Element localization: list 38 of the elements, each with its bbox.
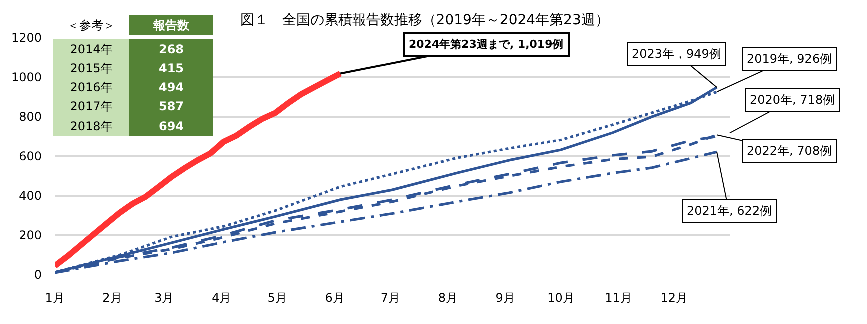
y-tick-label: 1200 bbox=[11, 31, 42, 46]
annotation: 2023年，949例 bbox=[632, 47, 722, 61]
y-tick-label: 1000 bbox=[11, 70, 42, 85]
x-tick-label: 1月 bbox=[45, 291, 65, 305]
y-tick-label: 0 bbox=[34, 268, 42, 282]
x-tick-label: 6月 bbox=[325, 291, 345, 305]
annotation: 2022年, 708例 bbox=[747, 144, 832, 158]
annotation: 2017年 bbox=[70, 100, 113, 114]
x-tick-label: 3月 bbox=[154, 291, 174, 305]
annotation: 694 bbox=[158, 120, 184, 134]
annotation: 2014年 bbox=[70, 42, 113, 56]
y-tick-label: 800 bbox=[19, 110, 42, 124]
y-tick-label: 400 bbox=[19, 189, 42, 204]
text: 報告数 bbox=[154, 18, 190, 32]
annotation: 2016年 bbox=[70, 80, 113, 94]
x-tick-label: 2月 bbox=[102, 291, 122, 305]
x-tick-label: 7月 bbox=[380, 291, 400, 305]
annotation: 268 bbox=[158, 42, 184, 56]
x-tick-label: 11月 bbox=[605, 291, 632, 305]
x-tick-label: 4月 bbox=[212, 291, 232, 305]
annotation: 2015年 bbox=[70, 62, 113, 76]
annotation: 2024年第23週まで, 1,019例 bbox=[409, 38, 564, 51]
annotation: 415 bbox=[158, 62, 184, 76]
y-tick-label: 600 bbox=[19, 150, 42, 164]
x-tick-label: 10月 bbox=[548, 291, 575, 305]
x-tick-label: 8月 bbox=[438, 291, 458, 305]
text: ＜参考＞ bbox=[68, 18, 116, 32]
x-tick-label: 5月 bbox=[268, 291, 288, 305]
x-tick-label: 9月 bbox=[496, 291, 516, 305]
annotation: 2018年 bbox=[70, 120, 113, 134]
annotation: 2019年, 926例 bbox=[747, 52, 832, 66]
annotation: 2021年, 622例 bbox=[687, 204, 772, 218]
annotation: 2020年, 718例 bbox=[750, 93, 836, 107]
x-tick-label: 12月 bbox=[660, 291, 688, 305]
annotation: 587 bbox=[158, 100, 184, 114]
chart-title: 図１ 全国の累積報告数推移（2019年～2024年第23週） bbox=[240, 12, 610, 28]
y-tick-label: 200 bbox=[19, 228, 42, 243]
annotation: 494 bbox=[158, 80, 184, 94]
